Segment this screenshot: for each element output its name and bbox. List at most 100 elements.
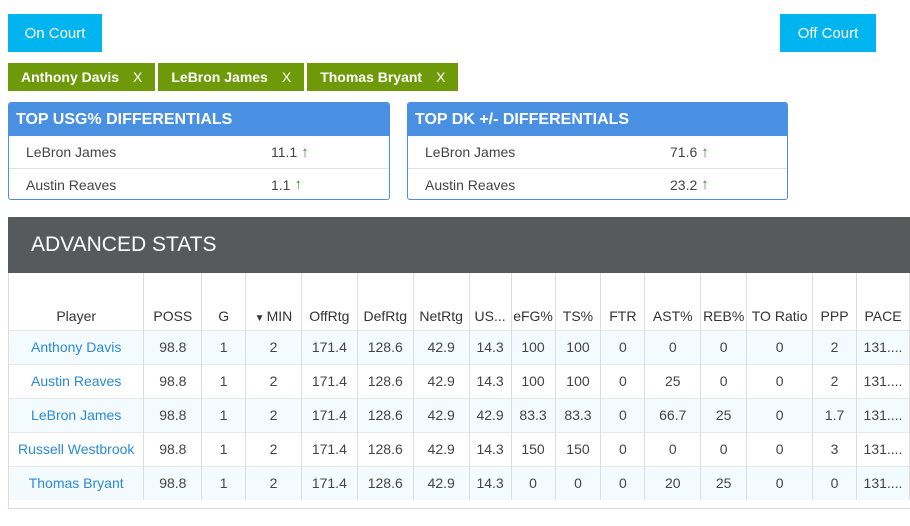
list-item: Austin Reaves 1.1 ↑ xyxy=(9,168,389,199)
table-header-row: Player POSS G ▼ MIN OffRtg DefRtg NetRtg US... eF… xyxy=(9,273,910,330)
column-label: TO Ratio xyxy=(751,307,808,324)
differential-value: 1.1 ↑ xyxy=(271,176,302,193)
column-header-ftr[interactable]: FTR xyxy=(600,273,646,330)
close-icon[interactable]: X xyxy=(436,69,446,85)
differential-value: 11.1 ↑ xyxy=(271,144,309,161)
player-chip-anthony-davis[interactable]: Anthony Davis X xyxy=(8,63,156,91)
column-header-netrtg[interactable]: NetRtg xyxy=(413,273,470,330)
differential-value: 23.2 ↑ xyxy=(670,176,709,193)
stat-cell: 0 xyxy=(700,330,748,364)
column-header-ppp[interactable]: PPP xyxy=(812,273,857,330)
player-link[interactable]: Anthony Davis xyxy=(9,330,145,364)
column-header-us-[interactable]: US... xyxy=(469,273,512,330)
column-label: POSS xyxy=(153,307,193,324)
stat-cell: 128.6 xyxy=(357,330,414,364)
stat-cell: 20 xyxy=(644,466,702,500)
close-icon[interactable]: X xyxy=(281,69,292,85)
stat-cell: 1 xyxy=(201,398,247,432)
arrow-up-icon: ↑ xyxy=(294,176,302,193)
column-header-g[interactable]: G xyxy=(201,273,247,330)
stat-cell: 0 xyxy=(746,432,814,466)
player-link[interactable]: Russell Westbrook xyxy=(9,432,145,466)
stat-cell: 150 xyxy=(555,432,602,466)
stat-cell: 0 xyxy=(746,364,814,398)
stat-cell: 2 xyxy=(812,364,857,398)
on-court-button[interactable]: On Court xyxy=(8,14,102,52)
column-header-pace[interactable]: PACE xyxy=(856,273,910,330)
player-chip-lebron-james[interactable]: LeBron James X xyxy=(158,63,305,91)
column-label: MIN xyxy=(266,307,293,324)
value-text: 1.1 xyxy=(271,176,291,193)
player-link[interactable]: Thomas Bryant xyxy=(9,466,145,500)
column-header-min[interactable]: ▼ MIN xyxy=(245,273,302,330)
stat-cell: 131.... xyxy=(856,466,910,500)
stat-cell: 131.... xyxy=(856,364,910,398)
stat-cell: 0 xyxy=(600,432,646,466)
stat-cell: 171.4 xyxy=(301,330,358,364)
sort-desc-icon: ▼ xyxy=(254,312,265,324)
column-label: PACE xyxy=(864,307,902,324)
stat-cell: 98.8 xyxy=(143,330,203,364)
stat-cell: 83.3 xyxy=(555,398,602,432)
stat-cell: 66.7 xyxy=(644,398,702,432)
stat-cell: 42.9 xyxy=(413,364,470,398)
stat-cell: 0 xyxy=(700,432,748,466)
column-header-defrtg[interactable]: DefRtg xyxy=(357,273,414,330)
column-header-player[interactable]: Player xyxy=(9,273,145,330)
table-row: Thomas Bryant 98.8 1 2 171.4 128.6 42.9 14.3 0 0 0… xyxy=(9,466,910,500)
column-label: DefRtg xyxy=(363,307,408,324)
player-link[interactable]: Austin Reaves xyxy=(9,364,145,398)
table-row: Austin Reaves 98.8 1 2 171.4 128.6 42.9 14.3 100… xyxy=(9,364,910,398)
player-name: LeBron James xyxy=(425,144,516,160)
stat-cell: 0 xyxy=(600,466,646,500)
off-court-button[interactable]: Off Court xyxy=(780,14,876,52)
advanced-stats-header: ADVANCED STATS xyxy=(8,217,910,273)
column-header-reb-[interactable]: REB% xyxy=(700,273,748,330)
stat-cell: 2 xyxy=(245,364,302,398)
stat-cell: 14.3 xyxy=(469,364,512,398)
player-chip-thomas-bryant[interactable]: Thomas Bryant X xyxy=(307,63,459,91)
stat-cell: 42.9 xyxy=(469,398,512,432)
stat-cell: 0 xyxy=(555,466,602,500)
column-label: AST% xyxy=(652,307,693,324)
stat-cell: 131.... xyxy=(856,398,910,432)
chip-label: Anthony Davis xyxy=(21,69,120,85)
arrow-up-icon: ↑ xyxy=(701,176,709,193)
stat-cell: 128.6 xyxy=(357,398,414,432)
stat-cell: 42.9 xyxy=(413,466,470,500)
value-text: 23.2 xyxy=(670,176,698,193)
close-icon[interactable]: X xyxy=(133,69,143,85)
advanced-stats-table: Player POSS G ▼ MIN OffRtg DefRtg NetRtg US... eF… xyxy=(8,273,910,509)
stat-cell: 0 xyxy=(700,364,748,398)
column-label: US... xyxy=(474,307,506,324)
value-text: 71.6 xyxy=(670,144,698,160)
column-header-poss[interactable]: POSS xyxy=(143,273,203,330)
stat-cell: 0 xyxy=(746,398,814,432)
column-label: eFG% xyxy=(513,307,553,324)
stat-cell: 128.6 xyxy=(357,466,414,500)
column-header-ast-[interactable]: AST% xyxy=(644,273,702,330)
table-row: LeBron James 98.8 1 2 171.4 128.6 42.9 42.9 83.3… xyxy=(9,398,910,432)
stat-cell: 0 xyxy=(812,466,857,500)
stat-cell: 25 xyxy=(644,364,702,398)
column-label: NetRtg xyxy=(419,307,463,324)
stat-cell: 0 xyxy=(644,330,702,364)
stat-cell: 14.3 xyxy=(469,432,512,466)
column-header-offrtg[interactable]: OffRtg xyxy=(301,273,358,330)
player-name: Austin Reaves xyxy=(425,176,516,193)
stat-cell: 98.8 xyxy=(143,432,203,466)
column-header-efg-[interactable]: eFG% xyxy=(511,273,556,330)
stat-cell: 14.3 xyxy=(469,466,512,500)
column-header-to-ratio[interactable]: TO Ratio xyxy=(746,273,814,330)
stat-cell: 100 xyxy=(555,364,602,398)
chip-label: Thomas Bryant xyxy=(320,69,423,85)
table-row: Anthony Davis 98.8 1 2 171.4 128.6 42.9 14.3 100… xyxy=(9,330,910,364)
card-title: TOP DK +/- DIFFERENTIALS xyxy=(408,103,787,136)
player-link[interactable]: LeBron James xyxy=(9,398,145,432)
stat-cell: 3 xyxy=(812,432,857,466)
column-header-ts-[interactable]: TS% xyxy=(555,273,602,330)
differential-value: 71.6 ↑ xyxy=(670,144,709,161)
stat-cell: 131.... xyxy=(856,432,910,466)
stat-cell: 131.... xyxy=(856,330,910,364)
player-name: Austin Reaves xyxy=(26,176,117,193)
